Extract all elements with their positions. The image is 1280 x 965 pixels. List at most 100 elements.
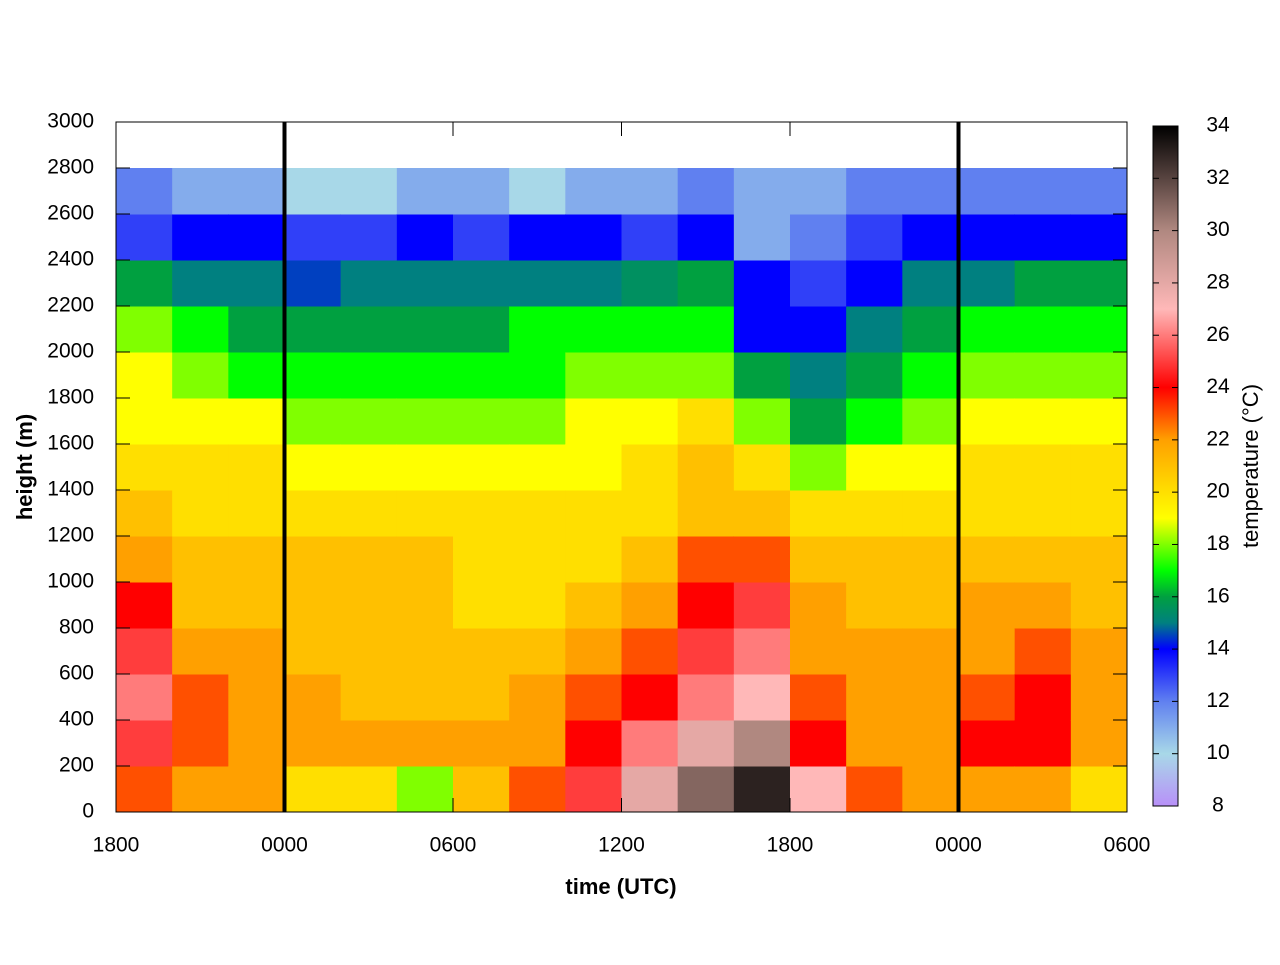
heat-cell (228, 628, 285, 675)
heat-cell (958, 260, 1016, 307)
heat-cell (733, 720, 791, 767)
heat-cell (453, 260, 510, 307)
heat-cell (902, 444, 959, 491)
heat-cell (284, 260, 342, 307)
heat-cell (453, 168, 510, 215)
heat-cell (228, 720, 285, 767)
heat-cell (396, 536, 454, 583)
colorbar-tick-label: 20 (1206, 480, 1229, 503)
heat-cell (340, 628, 398, 675)
heat-cell (396, 490, 454, 537)
heat-cell (340, 720, 398, 767)
x-axis-label: time (UTC) (565, 874, 676, 899)
heat-cell (396, 582, 454, 629)
heat-cell (340, 260, 398, 307)
heat-cell (1070, 490, 1128, 537)
heat-cell (453, 306, 510, 353)
heat-cell (733, 444, 791, 491)
heat-cell (116, 582, 173, 629)
heat-cell (958, 674, 1016, 721)
heat-cell (509, 628, 566, 675)
heat-cell (284, 582, 342, 629)
heat-cell (902, 536, 959, 583)
heat-cell (902, 352, 959, 399)
heat-cell (621, 168, 679, 215)
heat-cell (1070, 398, 1128, 445)
heat-cell (396, 444, 454, 491)
heat-cell (621, 490, 679, 537)
heat-cell (116, 260, 173, 307)
heat-cell (565, 168, 622, 215)
x-tick-label: 0000 (261, 834, 308, 857)
heat-cell (172, 444, 229, 491)
heat-cell (846, 490, 903, 537)
heat-cell (453, 444, 510, 491)
heat-cell (790, 582, 847, 629)
heat-cell (1014, 536, 1072, 583)
y-tick-label: 400 (59, 708, 94, 731)
heat-cell (116, 398, 173, 445)
heat-cell (1070, 536, 1128, 583)
colorbar-tick-label: 28 (1206, 270, 1229, 293)
heat-cell (340, 352, 398, 399)
heat-cell (958, 766, 1016, 813)
heat-cell (677, 260, 735, 307)
colorbar-tick-label: 22 (1206, 427, 1229, 450)
heat-cell (790, 306, 847, 353)
heat-cell (1070, 628, 1128, 675)
y-axis-label: height (m) (12, 414, 37, 520)
heat-cell (621, 398, 679, 445)
colorbar-tick-label: 10 (1206, 741, 1229, 764)
heat-cell (116, 306, 173, 353)
heat-cell (509, 306, 566, 353)
heat-cell (284, 398, 342, 445)
heat-cell (790, 444, 847, 491)
heat-cell (621, 628, 679, 675)
heat-cell (846, 398, 903, 445)
colorbar-label: temperature (°C) (1238, 384, 1263, 548)
y-tick-label: 600 (59, 662, 94, 685)
colorbar-tick-label: 24 (1206, 375, 1230, 398)
heat-cell (733, 398, 791, 445)
heat-cell (116, 720, 173, 767)
heat-cell (228, 214, 285, 261)
heat-cell (284, 628, 342, 675)
colorbar-tick-label: 18 (1206, 532, 1229, 555)
heat-cell (958, 168, 1016, 215)
heat-cell (846, 306, 903, 353)
heat-cell (958, 214, 1016, 261)
heat-cell (340, 214, 398, 261)
heat-cell (116, 628, 173, 675)
heat-cell (396, 720, 454, 767)
heat-cell (1070, 582, 1128, 629)
heat-cell (565, 214, 622, 261)
heat-cell (116, 444, 173, 491)
heat-cell (677, 536, 735, 583)
heat-cell (116, 214, 173, 261)
heat-cell (396, 398, 454, 445)
y-tick-label: 3000 (47, 110, 94, 133)
heat-cell (565, 628, 622, 675)
heat-cell (565, 582, 622, 629)
x-tick-label: 0600 (430, 834, 477, 857)
colorbar-tick-label: 34 (1206, 114, 1230, 137)
y-tick-label: 1600 (47, 432, 94, 455)
heat-cell (1014, 628, 1072, 675)
heat-cell (172, 536, 229, 583)
heat-cell (396, 766, 454, 813)
heat-cell (1014, 720, 1072, 767)
y-tick-label: 2800 (47, 156, 94, 179)
heat-cell (677, 766, 735, 813)
heat-cell (958, 398, 1016, 445)
heat-cell (1014, 352, 1072, 399)
heat-cell (453, 766, 510, 813)
heat-cell (1070, 214, 1128, 261)
heat-cell (621, 306, 679, 353)
heat-cell (677, 444, 735, 491)
heat-cell (902, 260, 959, 307)
heat-cell (846, 766, 903, 813)
heat-cell (509, 490, 566, 537)
heat-cell (509, 766, 566, 813)
heat-cell (172, 582, 229, 629)
